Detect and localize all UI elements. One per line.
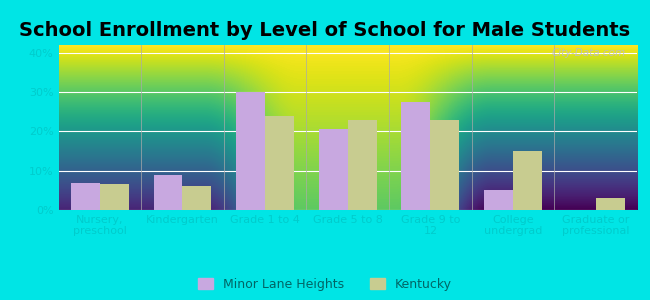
Text: School Enrollment by Level of School for Male Students: School Enrollment by Level of School for… xyxy=(20,21,630,40)
Bar xyxy=(318,130,348,210)
Bar xyxy=(402,102,430,210)
Bar xyxy=(100,184,129,210)
Bar xyxy=(236,92,265,210)
Bar xyxy=(265,116,294,210)
Bar xyxy=(71,182,100,210)
Text: City-Data.com: City-Data.com xyxy=(551,48,625,58)
Legend: Minor Lane Heights, Kentucky: Minor Lane Heights, Kentucky xyxy=(198,278,452,291)
Bar xyxy=(513,151,542,210)
Bar xyxy=(348,120,377,210)
Bar xyxy=(183,186,211,210)
Bar xyxy=(153,175,183,210)
Bar xyxy=(430,120,460,210)
Bar xyxy=(484,190,513,210)
Bar xyxy=(595,198,625,210)
